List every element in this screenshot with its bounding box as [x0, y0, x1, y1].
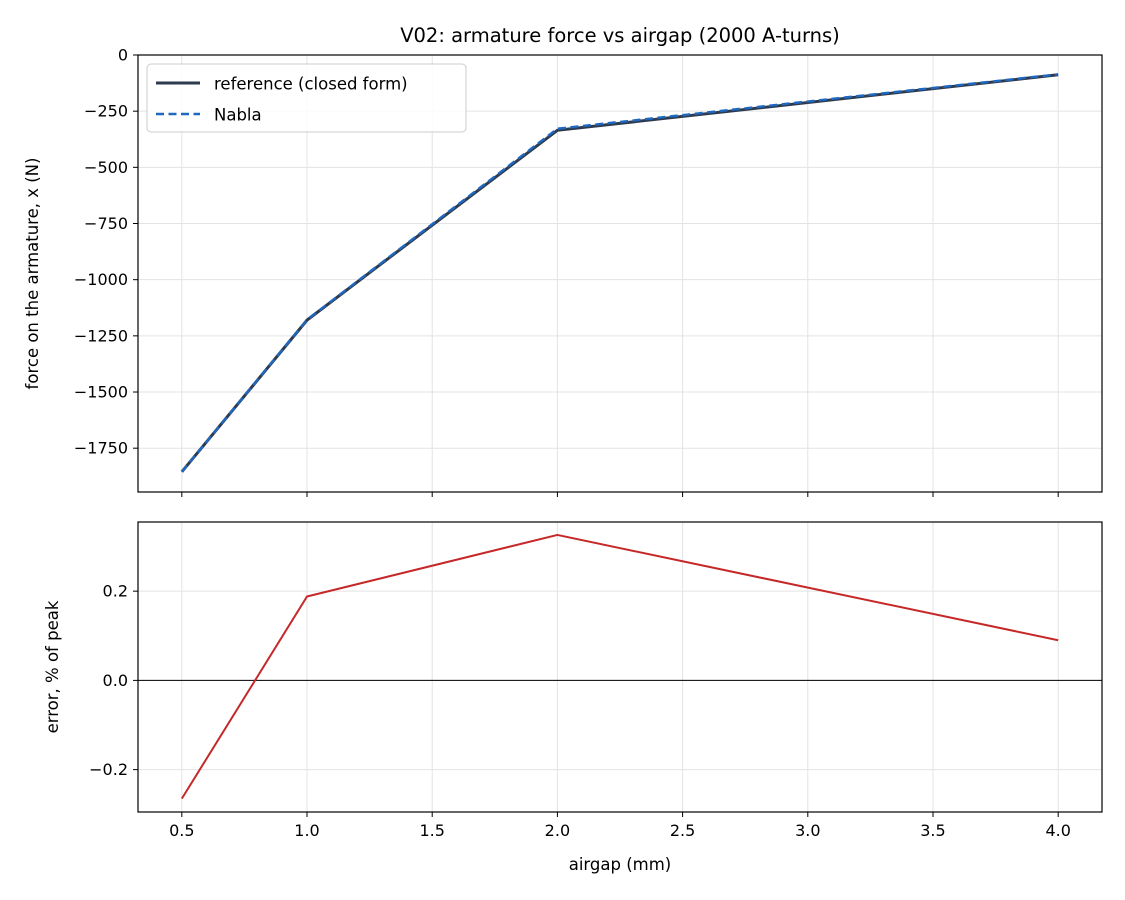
error-y-axis-label: error, % of peak: [43, 600, 62, 733]
force-y-tick-label: −500: [84, 158, 128, 177]
x-tick-label: 4.0: [1045, 821, 1070, 840]
force-axis-ticks: 0 −250 −500 −750 −1000 −1250 −1500 −1750: [74, 46, 1059, 497]
chart-title: V02: armature force vs airgap (2000 A-tu…: [400, 24, 840, 47]
force-y-tick-label: −250: [84, 102, 128, 121]
x-tick-label: 1.5: [419, 821, 444, 840]
error-plot-frame: [137, 521, 1103, 813]
force-y-tick-label: −1250: [74, 326, 128, 345]
x-tick-label: 0.5: [169, 821, 194, 840]
force-y-tick-label: −750: [84, 214, 128, 233]
error-y-tick-label: 0.2: [103, 582, 128, 601]
x-tick-label: 2.0: [545, 821, 570, 840]
x-tick-label: 3.5: [920, 821, 945, 840]
force-panel: 0 −250 −500 −750 −1000 −1250 −1500 −1750 V02: a…: [23, 24, 1103, 497]
legend: reference (closed form) Nabla: [146, 63, 467, 133]
force-y-tick-label: −1750: [74, 439, 128, 458]
force-y-tick-label: −1500: [74, 383, 128, 402]
force-series-line-1: [180, 73, 1059, 473]
force-plot-frame: [137, 54, 1103, 493]
force-y-tick-label: −1000: [74, 270, 128, 289]
error-y-tick-label: −0.2: [89, 760, 128, 779]
x-tick-label: 2.5: [670, 821, 695, 840]
x-axis-label: airgap (mm): [569, 855, 672, 874]
x-tick-label: 3.0: [795, 821, 820, 840]
error-y-tick-label: 0.0: [103, 671, 128, 690]
x-tick-label: 1.0: [294, 821, 319, 840]
legend-label-reference: reference (closed form): [214, 75, 408, 94]
force-series-lines: [180, 73, 1059, 473]
error-series-line: [138, 533, 1102, 800]
error-panel: 0.5 1.0 1.5 2.0 2.5 3.0 3.5 4.0 −0.2 0.0 0.2 error…: [43, 521, 1103, 874]
force-y-axis-label: force on the armature, x (N): [23, 158, 42, 390]
legend-label-nabla: Nabla: [214, 106, 262, 125]
force-gridlines: [138, 55, 1102, 492]
error-series-line-0: [180, 533, 1059, 800]
legend-box: [146, 63, 467, 133]
force-y-tick-label: 0: [118, 46, 128, 65]
error-axis-ticks: 0.5 1.0 1.5 2.0 2.5 3.0 3.5 4.0 −0.2 0.0 0.2: [89, 582, 1071, 840]
